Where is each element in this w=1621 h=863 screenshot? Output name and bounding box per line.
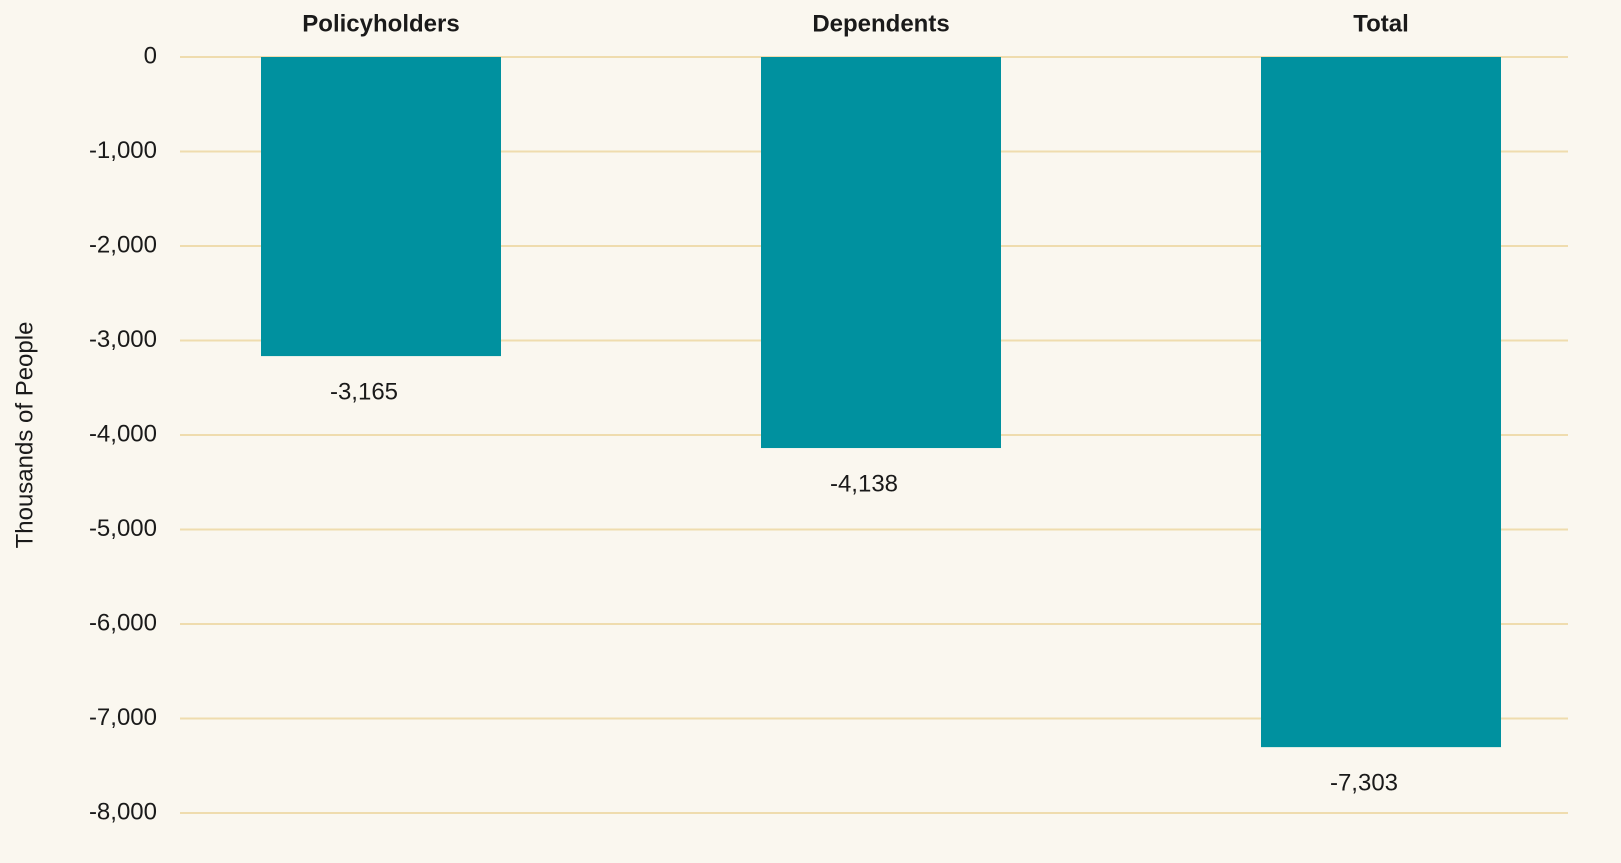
y-tick-label: -7,000 [89, 704, 157, 731]
y-tick-label: 0 [144, 42, 157, 69]
y-tick-label: -8,000 [89, 798, 157, 825]
y-tick-label: -1,000 [89, 137, 157, 164]
data-label: -3,165 [330, 378, 398, 405]
y-tick-label: -6,000 [89, 609, 157, 636]
x-tick-label: Total [1353, 10, 1409, 37]
y-tick-label: -2,000 [89, 231, 157, 258]
bar [1261, 57, 1501, 748]
y-axis-label: Thousands of People [11, 322, 38, 549]
data-label: -7,303 [1330, 769, 1398, 796]
bar [761, 57, 1001, 449]
y-tick-label: -5,000 [89, 515, 157, 542]
x-tick-label: Policyholders [302, 10, 459, 37]
x-tick-label: Dependents [812, 10, 949, 37]
data-label: -4,138 [830, 470, 898, 497]
y-tick-label: -3,000 [89, 326, 157, 353]
y-tick-label: -4,000 [89, 420, 157, 447]
bar [261, 57, 501, 357]
